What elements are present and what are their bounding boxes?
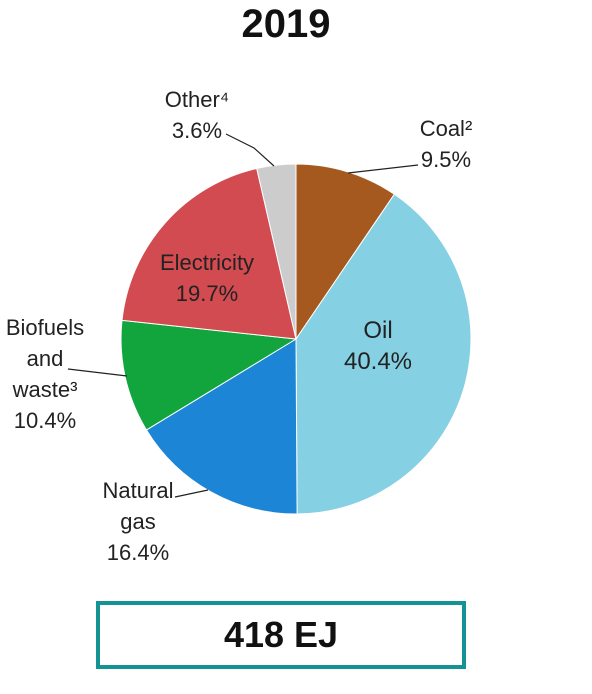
leader-line-0: [347, 164, 419, 174]
slice-value-0: 9.5%: [421, 147, 471, 172]
total-energy-box: 418 EJ: [96, 601, 466, 669]
slice-label-2: gas: [120, 509, 155, 534]
pie-slice-3: [120, 319, 298, 431]
pie-slice-4: [121, 167, 297, 340]
slice-label-3: Biofuels: [6, 315, 84, 340]
total-energy-value: 418 EJ: [223, 614, 339, 655]
slice-value-4: 19.7%: [176, 281, 238, 306]
slice-label-4: Electricity: [160, 250, 254, 275]
pie-slice-0: [295, 163, 396, 341]
leader-line-2: [174, 489, 209, 498]
pie-slice-2: [145, 338, 298, 515]
slice-value-3: 10.4%: [14, 408, 76, 433]
slice-label-3: and: [27, 346, 64, 371]
slice-label-0: Coal²: [420, 116, 473, 141]
leader-line-5: [225, 133, 275, 167]
slice-label-5: Other⁴: [165, 87, 229, 112]
slice-value-1: 40.4%: [344, 348, 412, 375]
slice-value-2: 16.4%: [107, 540, 169, 565]
pie-slice-5: [256, 163, 297, 340]
leader-line-3: [67, 368, 128, 377]
chart-title: 2019: [241, 2, 331, 46]
slice-label-3: waste³: [12, 377, 78, 402]
slice-value-5: 3.6%: [172, 118, 222, 143]
slice-label-2: Natural: [103, 478, 174, 503]
slice-label-1: Oil: [363, 317, 392, 344]
pie-slice-1: [295, 193, 472, 515]
